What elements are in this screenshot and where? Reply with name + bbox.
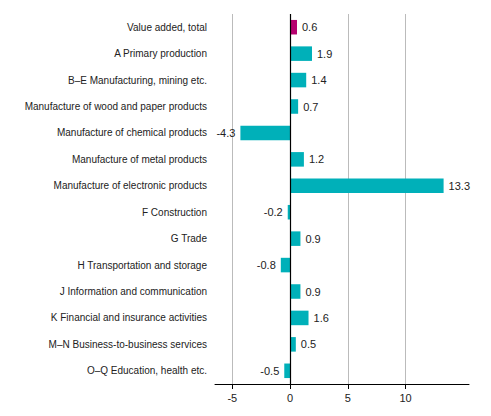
svg-text:Manufacture of electronic prod: Manufacture of electronic products <box>54 180 207 191</box>
svg-text:F Construction: F Construction <box>142 207 207 218</box>
svg-text:H Transportation and storage: H Transportation and storage <box>77 260 207 271</box>
svg-text:0.9: 0.9 <box>305 233 320 245</box>
svg-text:Manufacture of metal products: Manufacture of metal products <box>72 154 207 165</box>
svg-text:-0.5: -0.5 <box>260 365 279 377</box>
svg-text:A Primary production: A Primary production <box>114 48 207 59</box>
svg-text:M–N Business-to-business servi: M–N Business-to-business services <box>49 339 207 350</box>
svg-text:-5: -5 <box>227 392 237 404</box>
svg-text:K Financial and insurance acti: K Financial and insurance activities <box>51 312 207 323</box>
svg-text:Value added, total: Value added, total <box>127 22 207 33</box>
svg-text:0: 0 <box>287 392 293 404</box>
svg-text:10: 10 <box>399 392 411 404</box>
svg-text:5: 5 <box>345 392 351 404</box>
svg-text:0.6: 0.6 <box>302 21 317 33</box>
svg-text:-0.2: -0.2 <box>264 206 283 218</box>
svg-text:B–E Manufacturing, mining etc.: B–E Manufacturing, mining etc. <box>68 75 207 86</box>
svg-text:-0.8: -0.8 <box>257 259 276 271</box>
svg-text:Manufacture of wood and paper: Manufacture of wood and paper products <box>25 101 207 112</box>
svg-text:G Trade: G Trade <box>171 233 208 244</box>
svg-text:1.9: 1.9 <box>317 48 332 60</box>
svg-text:1.2: 1.2 <box>309 153 324 165</box>
svg-text:-4.3: -4.3 <box>216 127 235 139</box>
svg-text:O–Q Education, health etc.: O–Q Education, health etc. <box>87 365 207 376</box>
svg-text:0.9: 0.9 <box>305 286 320 298</box>
svg-text:Manufacture of chemical produc: Manufacture of chemical products <box>57 127 207 138</box>
svg-text:13.3: 13.3 <box>449 180 470 192</box>
svg-text:0.7: 0.7 <box>303 101 318 113</box>
svg-text:1.4: 1.4 <box>311 74 326 86</box>
svg-text:0.5: 0.5 <box>301 338 316 350</box>
svg-text:J Information and communicatio: J Information and communication <box>60 286 207 297</box>
svg-text:1.6: 1.6 <box>314 312 329 324</box>
